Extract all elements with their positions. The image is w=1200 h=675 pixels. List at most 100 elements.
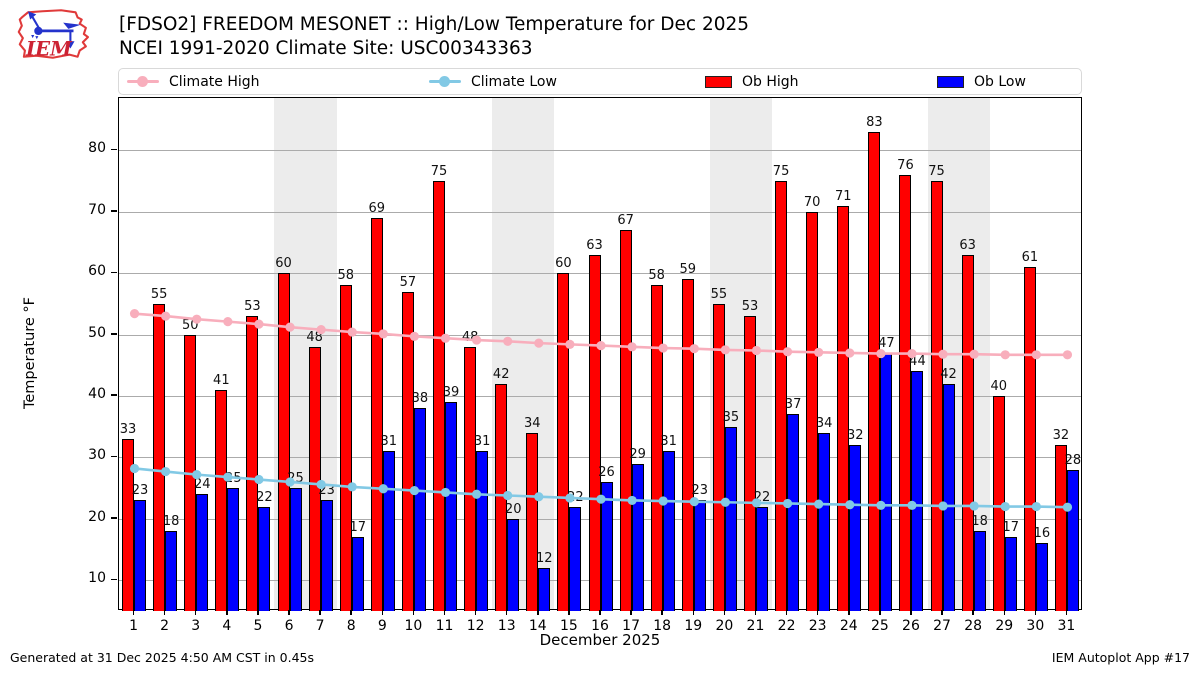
x-tick-label: 4 bbox=[222, 618, 232, 634]
x-tick-label: 30 bbox=[1026, 618, 1045, 634]
climate-high-marker bbox=[316, 325, 326, 335]
bar-value-label: 34 bbox=[524, 415, 541, 431]
ob-low-bar bbox=[538, 567, 551, 611]
ob-high-bar bbox=[837, 205, 850, 611]
climate-low-marker bbox=[192, 470, 202, 480]
bar-value-label: 58 bbox=[648, 268, 665, 284]
climate-high-marker bbox=[192, 314, 202, 324]
ob-high-bar bbox=[277, 273, 290, 611]
climate-low-marker bbox=[285, 477, 295, 487]
x-tick-mark bbox=[474, 610, 477, 615]
climate-low-marker bbox=[627, 495, 637, 506]
y-tick-mark bbox=[111, 455, 117, 458]
bar-value-label: 17 bbox=[349, 520, 366, 536]
climate-low-marker bbox=[907, 500, 917, 510]
ob-low-bar bbox=[351, 537, 364, 611]
bar-value-label: 28 bbox=[1064, 452, 1082, 468]
bar-value-label: 55 bbox=[150, 286, 168, 302]
climate-low-marker bbox=[440, 487, 451, 498]
bar-value-label: 18 bbox=[971, 514, 988, 530]
bar-value-label: 37 bbox=[784, 397, 802, 413]
bar-value-label: 31 bbox=[660, 434, 677, 450]
x-tick-mark bbox=[132, 610, 135, 615]
plot-area: 33 55 50 41 53 60 48 58 69 57 75 48 42 34 60 63 67 58 59 55… bbox=[118, 97, 1082, 611]
x-tick-label: 22 bbox=[777, 618, 796, 634]
climate-low-marker bbox=[534, 492, 544, 502]
ob-low-bar bbox=[911, 371, 924, 611]
x-tick-mark bbox=[319, 610, 321, 615]
x-tick-label: 25 bbox=[870, 618, 889, 634]
climate-high-marker bbox=[814, 347, 824, 357]
climate-high-marker bbox=[440, 333, 451, 343]
climate-high-marker bbox=[254, 319, 264, 329]
climate-low-marker bbox=[751, 498, 762, 508]
bar-value-label: 71 bbox=[834, 188, 852, 204]
x-tick-mark bbox=[1034, 610, 1037, 615]
ob-high-bar bbox=[712, 303, 725, 611]
ob-low-bar bbox=[289, 488, 302, 611]
legend-label: Climate Low bbox=[471, 73, 557, 90]
x-tick-label: 3 bbox=[191, 618, 201, 634]
app-credit-text: IEM Autoplot App #17 bbox=[1051, 650, 1190, 665]
climate-high-marker bbox=[565, 339, 575, 349]
ob-low-bar bbox=[227, 488, 240, 611]
chart-title: [FDSO2] FREEDOM MESONET :: High/Low Temp… bbox=[119, 14, 750, 35]
x-tick-mark bbox=[848, 610, 850, 615]
ob-high-bar bbox=[961, 254, 974, 611]
y-tick-label: 40 bbox=[88, 385, 106, 402]
ob-low-bar bbox=[973, 531, 986, 611]
bar-value-label: 75 bbox=[430, 163, 448, 179]
x-tick-mark bbox=[879, 610, 881, 615]
climate-low-marker bbox=[378, 484, 388, 494]
climate-high-marker bbox=[503, 336, 513, 346]
legend-entry-ob-high: Ob High bbox=[705, 69, 799, 94]
climate-high-marker bbox=[627, 342, 637, 352]
y-tick-mark bbox=[111, 148, 117, 151]
legend-line-marker-icon bbox=[127, 76, 159, 87]
bar-value-label: 63 bbox=[586, 237, 603, 253]
legend: Climate High Climate Low Ob High Ob Low bbox=[118, 68, 1082, 95]
climate-high-marker bbox=[1031, 350, 1041, 360]
ob-high-bar bbox=[215, 389, 228, 611]
x-tick-mark bbox=[257, 610, 259, 615]
bar-value-label: 59 bbox=[679, 262, 697, 278]
x-tick-mark bbox=[972, 610, 974, 615]
climate-low-marker bbox=[347, 482, 357, 492]
legend-entry-ob-low: Ob Low bbox=[937, 69, 1026, 94]
x-tick-mark bbox=[1065, 610, 1068, 615]
x-tick-label: 12 bbox=[466, 618, 485, 634]
legend-swatch-icon bbox=[705, 75, 732, 88]
bar-value-label: 20 bbox=[504, 501, 522, 517]
bar-value-label: 63 bbox=[959, 237, 976, 253]
x-tick-label: 23 bbox=[808, 618, 827, 634]
ob-low-bar bbox=[507, 518, 520, 611]
x-tick-label: 11 bbox=[435, 618, 454, 634]
climate-high-marker bbox=[534, 338, 544, 348]
bar-value-label: 57 bbox=[399, 274, 417, 290]
bar-value-label: 60 bbox=[275, 256, 292, 272]
y-tick-label: 20 bbox=[88, 508, 106, 525]
x-tick-label: 13 bbox=[497, 618, 516, 634]
x-tick-label: 15 bbox=[559, 618, 578, 634]
x-tick-mark bbox=[692, 610, 695, 615]
bar-value-label: 29 bbox=[629, 446, 646, 462]
climate-low-marker bbox=[316, 479, 326, 490]
x-tick-mark bbox=[1003, 610, 1005, 615]
x-tick-mark bbox=[537, 610, 539, 615]
generated-at-text: Generated at 31 Dec 2025 4:50 AM CST in … bbox=[10, 650, 314, 665]
x-tick-mark bbox=[785, 610, 788, 615]
x-tick-label: 31 bbox=[1057, 618, 1076, 634]
x-tick-mark bbox=[381, 610, 384, 615]
climate-high-marker bbox=[938, 349, 948, 359]
x-tick-label: 14 bbox=[528, 618, 547, 634]
ob-high-bar bbox=[1054, 445, 1067, 611]
ob-high-bar bbox=[868, 131, 881, 611]
ob-high-bar bbox=[433, 180, 446, 611]
x-tick-mark bbox=[288, 610, 290, 615]
x-tick-mark bbox=[194, 610, 197, 615]
x-tick-label: 2 bbox=[160, 618, 170, 634]
bar-value-label: 33 bbox=[119, 421, 137, 437]
climate-low-marker bbox=[409, 485, 420, 496]
ob-high-bar bbox=[557, 273, 570, 611]
